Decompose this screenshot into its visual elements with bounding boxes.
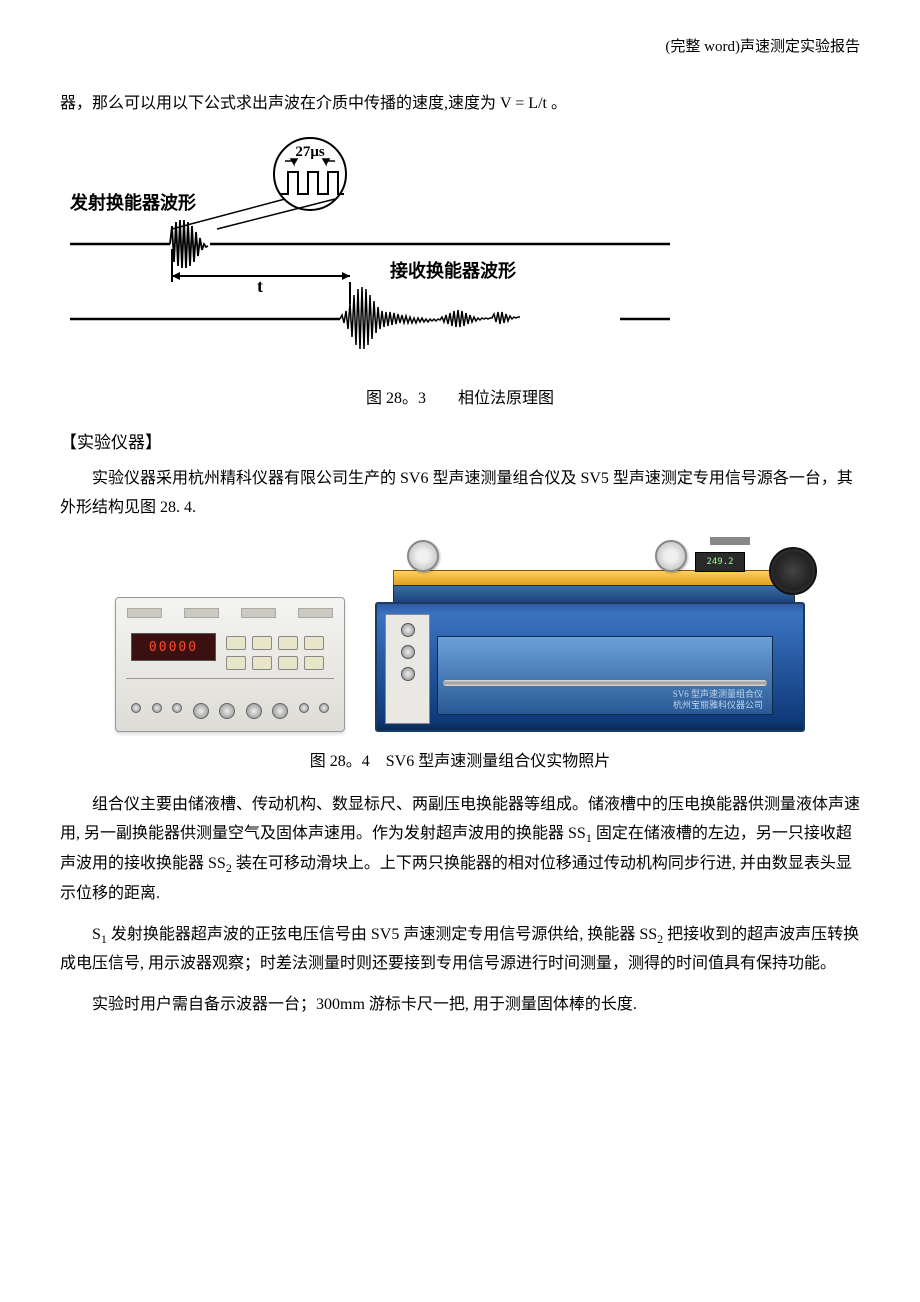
sound-velocity-apparatus: 249.2 SV6 型声速测量组合仪 杭州宝丽雅科仪器公司 xyxy=(375,537,805,732)
document-content: 器，那么可以用以下公式求出声波在介质中传播的速度,速度为 V = L/t 。 2… xyxy=(60,90,860,1020)
paragraph-signal: S1 发射换能器超声波的正弦电压信号由 SV5 声速测定专用信号源供给, 换能器… xyxy=(60,921,860,980)
rx-waveform-label: 接收换能器波形 xyxy=(390,260,516,281)
paragraph-formula: 器，那么可以用以下公式求出声波在介质中传播的速度,速度为 V = L/t 。 xyxy=(60,90,860,119)
phase-method-svg: 27μs 发射换能器波形 t 接收换能器波形 xyxy=(60,134,680,364)
figure2-caption: 图 28。4 SV6 型声速测量组合仪实物照片 xyxy=(60,747,860,771)
signal-generator: 00000 xyxy=(115,597,345,732)
paragraph-composition: 组合仪主要由储液槽、传动机构、数显标尺、两副压电换能器等组成。储液槽中的压电换能… xyxy=(60,791,860,908)
pulse-width-label: 27μs xyxy=(295,144,325,160)
figure1-caption: 图 28。3 相位法原理图 xyxy=(60,384,860,408)
tx-waveform-label: 发射换能器波形 xyxy=(69,192,196,213)
figure-phase-method: 27μs 发射换能器波形 t 接收换能器波形 xyxy=(60,134,680,369)
time-t-label: t xyxy=(257,276,263,296)
paragraph-instruments: 实验仪器采用杭州精科仪器有限公司生产的 SV6 型声速测量组合仪及 SV5 型声… xyxy=(60,465,860,523)
paragraph-user-equipment: 实验时用户需自备示波器一台；300mm 游标卡尺一把, 用于测量固体棒的长度. xyxy=(60,991,860,1020)
header-note: (完整 word)声速测定实验报告 xyxy=(665,35,860,56)
digital-readout: 249.2 xyxy=(695,552,745,572)
rx-waveform xyxy=(340,287,520,349)
figure-apparatus-photo: 00000 249.2 SV6 型声速测量组合仪 杭州宝丽雅科仪器 xyxy=(60,537,860,732)
device-brand-label: SV6 型声速测量组合仪 杭州宝丽雅科仪器公司 xyxy=(673,689,763,711)
section-instruments-title: 【实验仪器】 xyxy=(60,428,860,453)
signal-generator-display: 00000 xyxy=(131,633,216,661)
